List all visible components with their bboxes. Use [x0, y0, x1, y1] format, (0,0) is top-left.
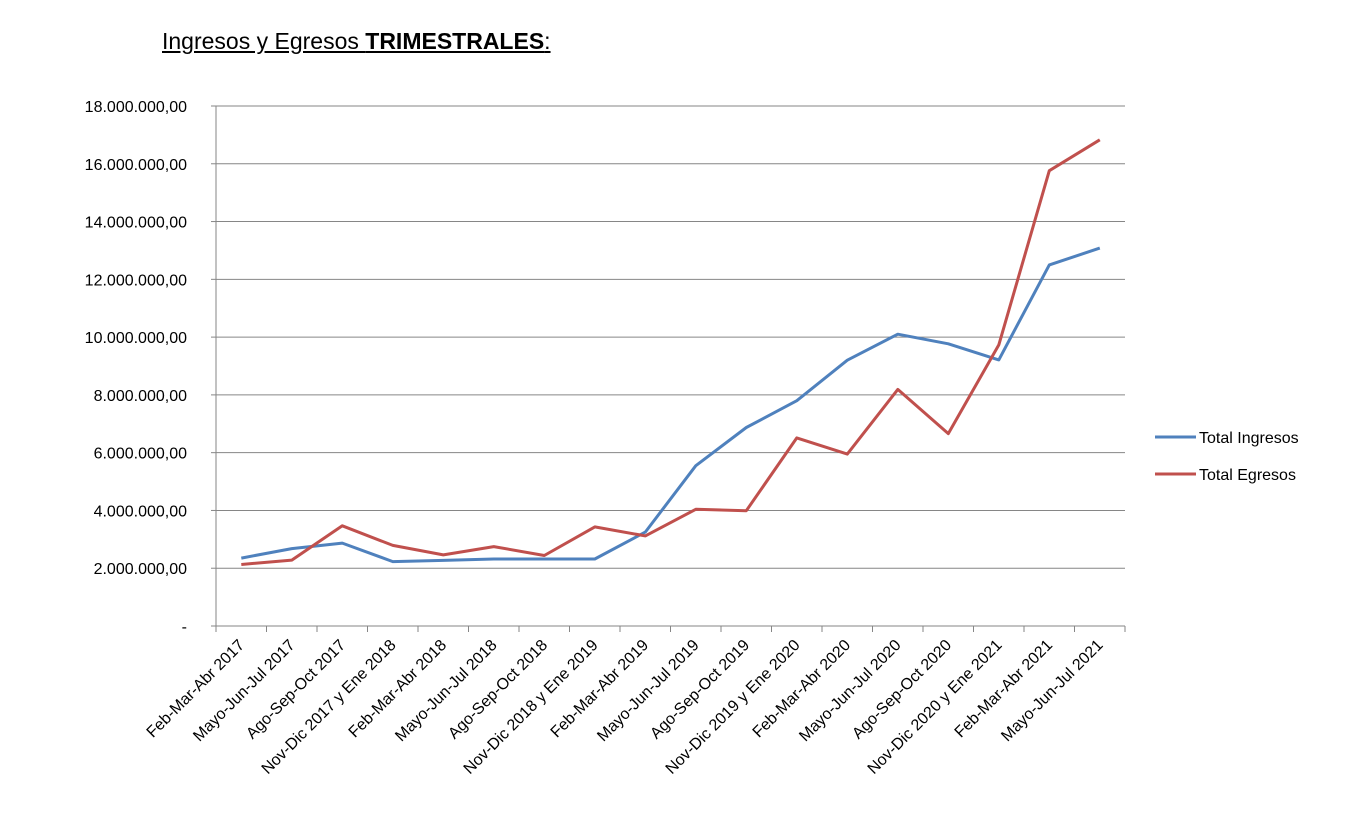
y-tick-label: 4.000.000,00: [94, 503, 188, 520]
y-tick-label: 6.000.000,00: [94, 446, 188, 463]
x-tick-label: Ago-Sep-Oct 2020: [849, 637, 955, 743]
x-tick-label: Feb-Mar-Abr 2021: [952, 637, 1057, 742]
gridlines: [216, 105, 1125, 569]
series-line-0: [241, 246, 1101, 564]
y-axis-ticks: - 2.000.000,00 4.000.000,00 6.000.000,00 8.0…: [85, 99, 187, 636]
x-tick-label: Feb-Mar-Abr 2018: [346, 637, 451, 742]
title-bold: TRIMESTRALES: [365, 28, 545, 54]
legend: Total Ingresos Total Egresos: [1155, 430, 1299, 484]
legend-label: Total Egresos: [1199, 467, 1296, 484]
x-tick-label: Ago-Sep-Oct 2018: [445, 637, 551, 743]
title-prefix: Ingresos y Egresos: [162, 28, 366, 54]
y-tick-label: 2.000.000,00: [94, 561, 188, 578]
y-tick-label: 18.000.000,00: [85, 99, 187, 116]
x-tick-label: Feb-Mar-Abr 2020: [750, 637, 855, 742]
axes: [211, 105, 1126, 632]
legend-label: Total Ingresos: [1199, 430, 1299, 447]
x-tick-label: Ago-Sep-Oct 2019: [647, 637, 753, 743]
y-tick-label: 10.000.000,00: [85, 330, 187, 347]
y-tick-label: -: [182, 619, 187, 636]
y-tick-label: 16.000.000,00: [85, 157, 187, 174]
chart-title: Ingresos y Egresos TRIMESTRALES:: [162, 28, 551, 55]
y-tick-label: 8.000.000,00: [94, 388, 188, 405]
y-tick-label: 14.000.000,00: [85, 215, 187, 232]
x-tick-label: Ago-Sep-Oct 2017: [243, 637, 349, 743]
series-lines: [241, 138, 1101, 566]
x-tick-label: Feb-Mar-Abr 2017: [144, 637, 249, 742]
y-tick-label: 12.000.000,00: [85, 272, 187, 289]
x-tick-label: Feb-Mar-Abr 2019: [548, 637, 653, 742]
series-line-1: [241, 138, 1101, 566]
x-tick-label: Mayo-Jun-Jul 2021: [998, 637, 1106, 745]
title-suffix: :: [544, 28, 551, 54]
